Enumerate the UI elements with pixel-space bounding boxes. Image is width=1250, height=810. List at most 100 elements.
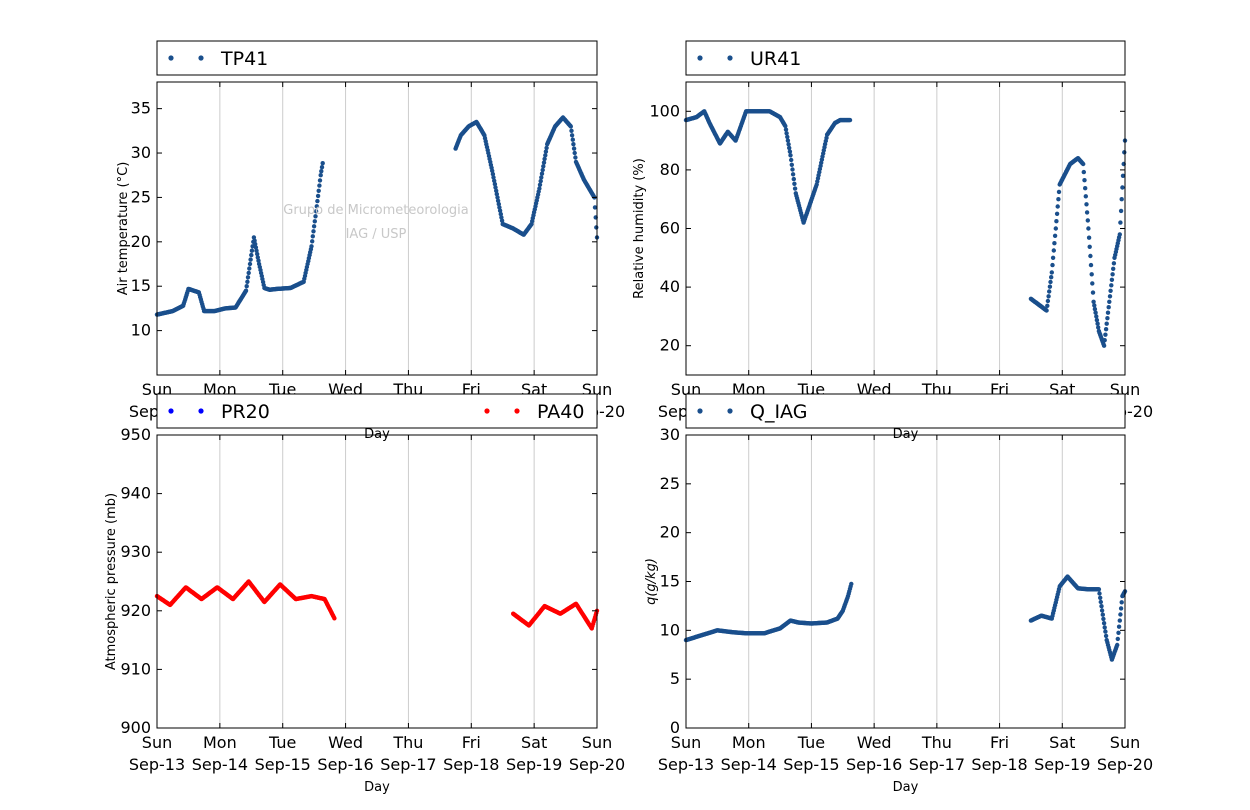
data-point bbox=[1105, 310, 1111, 315]
data-point bbox=[1091, 299, 1096, 304]
legend-label: PA40 bbox=[537, 401, 584, 423]
data-point bbox=[1046, 294, 1051, 299]
data-point bbox=[540, 167, 545, 173]
data-point bbox=[1085, 218, 1091, 223]
data-point bbox=[1116, 624, 1122, 629]
data-point bbox=[1050, 255, 1056, 260]
data-point bbox=[1104, 321, 1109, 326]
chart-panel: 20406080100SunSep-13MonSep-14TueSep-15We… bbox=[632, 81, 1153, 442]
data-point bbox=[490, 168, 495, 173]
y-tick-label: 30 bbox=[660, 425, 680, 444]
data-point bbox=[789, 162, 794, 167]
data-point bbox=[1099, 604, 1104, 609]
data-point bbox=[310, 239, 315, 244]
series-PA40 bbox=[154, 579, 600, 631]
data-point bbox=[1049, 270, 1055, 275]
x-tick-label: Sep-17 bbox=[909, 755, 965, 774]
plot-frame bbox=[685, 434, 1126, 729]
data-point bbox=[1102, 338, 1107, 343]
y-tick-label: 100 bbox=[649, 101, 680, 120]
legend-frame bbox=[156, 40, 598, 76]
data-point bbox=[543, 153, 548, 158]
watermark-line-1: Grupo de Micrometeorologia bbox=[283, 203, 469, 218]
data-point bbox=[1050, 262, 1055, 268]
y-tick-label: 930 bbox=[120, 542, 151, 561]
x-tick-label: Sep-14 bbox=[192, 755, 248, 774]
data-point bbox=[790, 172, 796, 177]
x-tick-label: Sun bbox=[582, 733, 612, 752]
data-point bbox=[789, 157, 794, 163]
legend: PR20 PA40 bbox=[156, 393, 598, 429]
data-point bbox=[1084, 202, 1089, 207]
y-axis-label: Atmospheric pressure (mb) bbox=[104, 493, 119, 670]
data-point bbox=[1100, 612, 1106, 617]
x-tick-label: Wed bbox=[328, 733, 363, 752]
y-tick-label: 10 bbox=[131, 321, 151, 340]
data-point bbox=[1054, 219, 1059, 224]
data-point bbox=[849, 581, 854, 587]
data-point bbox=[1090, 281, 1095, 286]
data-point bbox=[783, 127, 789, 132]
data-point bbox=[499, 215, 504, 220]
data-point bbox=[571, 146, 577, 151]
y-tick-label: 80 bbox=[660, 160, 680, 179]
data-point bbox=[319, 165, 325, 170]
y-tick-label: 950 bbox=[120, 425, 151, 444]
x-tick-label: Sep-13 bbox=[129, 755, 185, 774]
y-tick-label: 40 bbox=[660, 277, 680, 296]
legend-label: PR20 bbox=[221, 401, 270, 423]
data-point bbox=[1045, 298, 1051, 304]
y-tick-label: 30 bbox=[131, 143, 151, 162]
data-point bbox=[256, 258, 261, 263]
data-point bbox=[248, 257, 253, 262]
legend-marker bbox=[198, 408, 204, 414]
data-point bbox=[1098, 599, 1104, 605]
data-point bbox=[1117, 618, 1123, 623]
legend-marker bbox=[168, 55, 174, 61]
data-point bbox=[1086, 226, 1091, 231]
data-point bbox=[1081, 169, 1087, 175]
data-point bbox=[537, 186, 542, 191]
legend-label: UR41 bbox=[750, 48, 801, 70]
series-UR41 bbox=[683, 109, 1128, 348]
y-tick-label: 5 bbox=[670, 669, 680, 688]
legend-marker bbox=[168, 408, 174, 414]
data-point bbox=[1101, 616, 1106, 622]
data-point bbox=[572, 150, 577, 156]
data-point bbox=[1092, 303, 1097, 308]
data-point bbox=[255, 255, 260, 260]
data-point bbox=[1109, 283, 1114, 288]
data-point bbox=[494, 191, 499, 197]
x-tick-label: Fri bbox=[990, 733, 1009, 752]
data-point bbox=[253, 245, 259, 250]
y-tick-label: 940 bbox=[120, 484, 151, 503]
y-tick-label: 35 bbox=[131, 99, 151, 118]
data-point bbox=[785, 134, 790, 140]
x-tick-label: Sep-15 bbox=[255, 755, 311, 774]
data-point bbox=[332, 616, 337, 621]
data-point bbox=[1116, 630, 1121, 635]
y-axis-label: Relative humidity (%) bbox=[632, 158, 647, 299]
data-point bbox=[1094, 314, 1099, 319]
x-tick-label: Sep-14 bbox=[721, 755, 777, 774]
x-tick-label: Sep-15 bbox=[783, 755, 839, 774]
y-tick-label: 25 bbox=[131, 187, 151, 206]
data-point bbox=[1052, 241, 1057, 246]
legend-marker bbox=[484, 408, 490, 414]
data-point bbox=[569, 133, 575, 138]
legend-frame bbox=[685, 40, 1126, 76]
data-point bbox=[1111, 261, 1117, 266]
data-point bbox=[787, 145, 792, 151]
data-point bbox=[243, 288, 249, 293]
data-point bbox=[1092, 306, 1098, 312]
data-point bbox=[497, 208, 503, 213]
data-point bbox=[244, 284, 249, 289]
data-point bbox=[1090, 290, 1096, 295]
data-point bbox=[1081, 161, 1086, 167]
series-Q_IAG bbox=[683, 574, 1128, 662]
x-tick-label: Thu bbox=[921, 733, 952, 752]
data-point bbox=[785, 138, 791, 143]
data-point bbox=[320, 161, 325, 166]
data-point bbox=[1051, 248, 1057, 253]
data-point bbox=[1115, 636, 1121, 642]
